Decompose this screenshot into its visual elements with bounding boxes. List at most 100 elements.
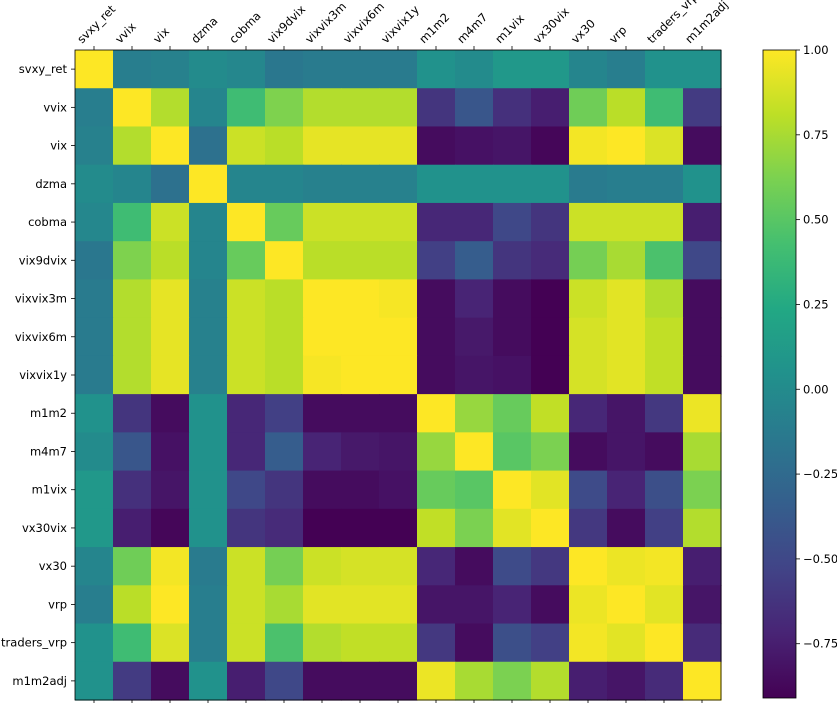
heatmap-cell-traders_vrp-m1m2adj	[683, 623, 722, 663]
heatmap-cell-vx30-cobma	[227, 547, 266, 586]
heatmap-cell-cobma-vixvix6m	[341, 202, 380, 242]
heatmap-cell-svxy_ret-m1m2	[417, 50, 456, 89]
heatmap-cell-cobma-m4m7	[455, 202, 494, 242]
heatmap-cell-m1vix-vx30	[569, 470, 608, 510]
heatmap-cell-vrp-svxy_ret	[75, 585, 114, 625]
heatmap-cell-cobma-m1m2adj	[683, 202, 722, 242]
heatmap-cell-vrp-vixvix6m	[341, 585, 380, 625]
heatmap-cell-vixvix1y-vix	[151, 355, 190, 395]
heatmap-cell-vx30vix-svxy_ret	[75, 508, 114, 548]
heatmap-cell-dzma-vvix	[113, 164, 152, 204]
heatmap-cell-m4m7-vixvix1y	[379, 432, 418, 472]
heatmap-cell-vixvix3m-dzma	[189, 279, 228, 319]
heatmap-cell-vix-m1vix	[493, 126, 532, 166]
heatmap-cell-vix-m1m2	[417, 126, 456, 166]
heatmap-cell-vvix-vix	[151, 88, 190, 128]
heatmap-cell-m4m7-m1m2adj	[683, 432, 722, 472]
heatmap-cell-m1m2adj-m1m2	[417, 661, 456, 701]
heatmap-cell-traders_vrp-vix9dvix	[265, 623, 304, 663]
heatmap-cell-vvix-vx30	[569, 88, 608, 128]
heatmap-cell-vixvix1y-vixvix3m	[303, 355, 342, 395]
heatmap-cell-m1m2-vixvix6m	[341, 394, 380, 433]
heatmap-cell-dzma-svxy_ret	[75, 164, 114, 204]
colorbar-tick-label: −0.75	[803, 637, 837, 651]
heatmap-cell-m1m2-m4m7	[455, 394, 494, 433]
heatmap-cell-vixvix1y-vvix	[113, 355, 152, 395]
heatmap-cell-vix9dvix-cobma	[227, 241, 266, 281]
heatmap-cell-cobma-vix9dvix	[265, 202, 304, 242]
heatmap-cells	[75, 50, 722, 701]
heatmap-cell-vix9dvix-vx30vix	[531, 241, 570, 281]
heatmap-cell-m1m2adj-vx30	[569, 661, 608, 701]
heatmap-cell-vixvix1y-vixvix6m	[341, 355, 380, 395]
heatmap-cell-vixvix6m-svxy_ret	[75, 317, 114, 357]
heatmap-cell-vx30vix-vx30vix	[531, 508, 570, 548]
heatmap-cell-m1m2adj-m1m2adj	[683, 661, 722, 701]
colorbar-tick-label: −0.50	[803, 552, 837, 566]
heatmap-cell-svxy_ret-vix9dvix	[265, 50, 304, 89]
heatmap-cell-vx30vix-m4m7	[455, 508, 494, 548]
heatmap-cell-svxy_ret-m4m7	[455, 50, 494, 89]
heatmap-cell-cobma-vix	[151, 202, 190, 242]
heatmap-cell-vx30vix-vvix	[113, 508, 152, 548]
heatmap-cell-m1vix-svxy_ret	[75, 470, 114, 510]
y-tick-label: m4m7	[30, 444, 67, 458]
heatmap-cell-vx30-svxy_ret	[75, 547, 114, 586]
heatmap-cell-m1m2-vrp	[607, 394, 646, 433]
heatmap-cell-dzma-vx30	[569, 164, 608, 204]
x-tick-label: vix9dvix	[264, 2, 308, 46]
heatmap-cell-vix-m4m7	[455, 126, 494, 166]
heatmap-cell-m1m2-cobma	[227, 394, 266, 433]
heatmap-cell-vix-vixvix1y	[379, 126, 418, 166]
heatmap-cell-m1vix-vixvix6m	[341, 470, 380, 510]
heatmap-cell-m1m2-m1vix	[493, 394, 532, 433]
heatmap-cell-vrp-vixvix1y	[379, 585, 418, 625]
heatmap-cell-vx30vix-vixvix3m	[303, 508, 342, 548]
heatmap-cell-vvix-vixvix1y	[379, 88, 418, 128]
heatmap-cell-vixvix3m-m1m2	[417, 279, 456, 319]
heatmap-cell-m1vix-vixvix3m	[303, 470, 342, 510]
heatmap-cell-vixvix1y-vix9dvix	[265, 355, 304, 395]
heatmap-cell-vixvix6m-vrp	[607, 317, 646, 357]
heatmap-cell-traders_vrp-dzma	[189, 623, 228, 663]
heatmap-cell-svxy_ret-vixvix3m	[303, 50, 342, 89]
heatmap-cell-m4m7-m1vix	[493, 432, 532, 472]
heatmap-cell-dzma-traders_vrp	[645, 164, 684, 204]
heatmap-cell-vrp-vvix	[113, 585, 152, 625]
heatmap-cell-vrp-cobma	[227, 585, 266, 625]
heatmap-cell-vx30-traders_vrp	[645, 547, 684, 586]
heatmap-cell-m1m2-vix9dvix	[265, 394, 304, 433]
heatmap-cell-cobma-vvix	[113, 202, 152, 242]
x-tick-label: dzma	[188, 14, 220, 46]
heatmap-cell-vixvix3m-traders_vrp	[645, 279, 684, 319]
heatmap-cell-m4m7-dzma	[189, 432, 228, 472]
heatmap-cell-vvix-m1m2	[417, 88, 456, 128]
heatmap-cell-m4m7-vixvix6m	[341, 432, 380, 472]
heatmap-cell-vx30-m1vix	[493, 547, 532, 586]
heatmap-cell-vx30-vixvix1y	[379, 547, 418, 586]
x-tick-label: vvix	[112, 19, 139, 46]
heatmap-cell-vx30vix-vix9dvix	[265, 508, 304, 548]
heatmap-cell-m1m2adj-svxy_ret	[75, 661, 114, 701]
y-tick-label: vvix	[43, 100, 67, 114]
heatmap-cell-dzma-cobma	[227, 164, 266, 204]
heatmap-cell-cobma-vixvix1y	[379, 202, 418, 242]
heatmap-cell-m4m7-m1m2	[417, 432, 456, 472]
heatmap-cell-vixvix3m-vx30	[569, 279, 608, 319]
heatmap-cell-vixvix6m-vix	[151, 317, 190, 357]
heatmap-cell-m1m2adj-m4m7	[455, 661, 494, 701]
heatmap-cell-vvix-cobma	[227, 88, 266, 128]
heatmap-cell-m1m2adj-traders_vrp	[645, 661, 684, 701]
heatmap-cell-m1m2-m1m2	[417, 394, 456, 433]
heatmap-cell-vix-m1m2adj	[683, 126, 722, 166]
heatmap-cell-vix9dvix-vixvix6m	[341, 241, 380, 281]
colorbar	[762, 49, 797, 699]
heatmap-cell-m1m2-vx30vix	[531, 394, 570, 433]
heatmap-cell-m1vix-m1m2adj	[683, 470, 722, 510]
heatmap-cell-vx30-vx30vix	[531, 547, 570, 586]
heatmap-cell-m1vix-vx30vix	[531, 470, 570, 510]
heatmap-cell-vixvix6m-m4m7	[455, 317, 494, 357]
heatmap-cell-vixvix6m-cobma	[227, 317, 266, 357]
heatmap-cell-vx30-vixvix3m	[303, 547, 342, 586]
